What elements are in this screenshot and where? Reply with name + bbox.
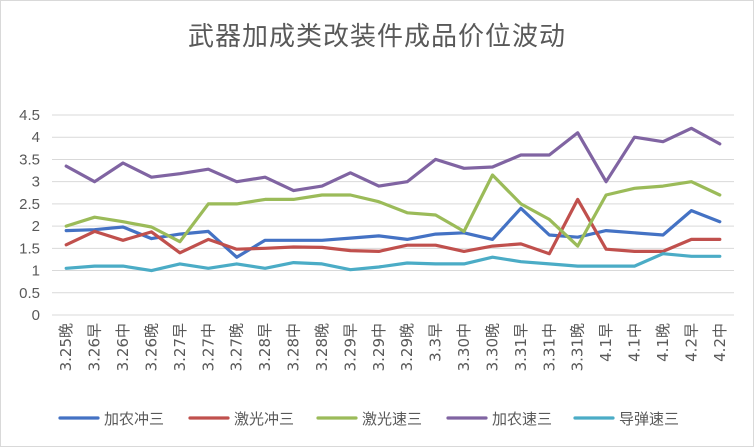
legend-label: 导弹速三	[619, 410, 679, 428]
x-tick-label: 3.26中	[114, 323, 132, 371]
y-tick-label: 4.5	[19, 107, 40, 124]
gridlines	[52, 114, 734, 316]
x-tick-label: 3.26晚	[142, 323, 160, 371]
legend-label: 加农速三	[492, 410, 552, 428]
x-tick-label: 3.29晚	[398, 323, 416, 371]
chart-title: 武器加成类改装件成品价位波动	[187, 22, 566, 52]
y-tick-label: 2	[32, 218, 40, 235]
x-tick-label: 3.29早	[341, 323, 359, 371]
y-tick-label: 1.5	[19, 240, 40, 257]
x-tick-label: 4.1晚	[654, 323, 672, 362]
legend-label: 激光冲三	[234, 410, 294, 428]
y-tick-label: 0.5	[19, 285, 40, 302]
series-line	[64, 126, 722, 193]
series-line	[64, 252, 722, 273]
legend-label: 激光速三	[362, 410, 422, 428]
y-tick-label: 3.5	[19, 151, 40, 168]
x-tick-label: 3.31晚	[569, 323, 587, 371]
x-tick-label: 3.28中	[285, 323, 303, 371]
x-tick-label: 4.2早	[682, 323, 700, 362]
x-tick-label: 3.28晚	[313, 323, 331, 371]
x-tick-label: 4.1早	[597, 323, 615, 362]
series-line	[64, 197, 722, 256]
series-line	[64, 173, 722, 248]
x-tick-label: 4.2中	[711, 323, 729, 362]
x-tick-label: 3.27早	[171, 323, 189, 371]
x-tick-label: 3.27中	[199, 323, 217, 371]
x-tick-label: 3.26早	[86, 323, 104, 371]
x-tick-label: 3.30晚	[483, 323, 501, 371]
series-line	[64, 206, 722, 259]
x-tick-label: 3.29中	[370, 323, 388, 371]
y-tick-label: 0	[32, 307, 40, 324]
series-lines	[64, 126, 722, 273]
x-tick-label: 3.30中	[455, 323, 473, 371]
x-tick-label: 3.31早	[512, 323, 530, 371]
x-tick-label: 3.28早	[256, 323, 274, 371]
x-tick-label: 3.31中	[540, 323, 558, 371]
legend: 加农冲三 激光冲三 激光速三 加农速三 导弹速三	[58, 410, 679, 428]
y-tick-label: 1	[32, 263, 40, 280]
x-tick-label: 4.1中	[626, 323, 644, 362]
y-tick-label: 2.5	[19, 196, 40, 213]
y-tick-label: 3	[32, 174, 40, 191]
legend-label: 加农冲三	[104, 410, 164, 428]
x-axis-ticks: 3.25晚 3.26早 3.26中 3.26晚 3.27早 3.27中 3.27晚 3.28早…	[57, 323, 729, 371]
y-tick-label: 4	[32, 129, 40, 146]
x-tick-label: 3.3早	[427, 323, 445, 362]
y-axis-ticks: 0 0.5 1 1.5 2 2.5 3 3.5 4 4.5	[19, 107, 40, 324]
x-tick-label: 3.25晚	[57, 323, 75, 371]
x-tick-label: 3.27晚	[228, 323, 246, 371]
